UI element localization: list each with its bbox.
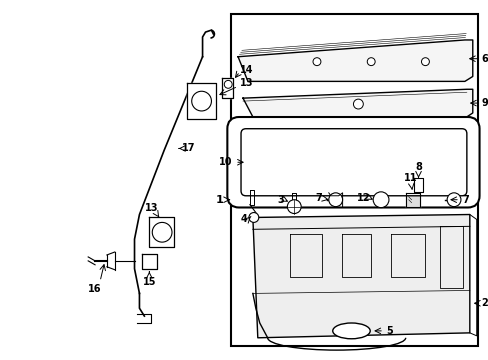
Circle shape [353, 99, 363, 109]
Polygon shape [405, 193, 419, 207]
Ellipse shape [332, 323, 369, 339]
Polygon shape [149, 217, 174, 247]
Text: 17: 17 [182, 143, 195, 153]
Text: 13: 13 [240, 78, 253, 88]
Text: 4: 4 [240, 215, 246, 224]
Circle shape [191, 91, 211, 111]
FancyBboxPatch shape [241, 129, 466, 196]
Text: 11: 11 [403, 173, 417, 183]
Text: 13: 13 [144, 203, 158, 212]
Polygon shape [142, 254, 157, 269]
Polygon shape [238, 40, 472, 81]
Polygon shape [252, 215, 469, 338]
FancyBboxPatch shape [231, 121, 475, 204]
Text: 14: 14 [240, 64, 253, 75]
Text: 5: 5 [385, 326, 392, 336]
Text: 3: 3 [277, 195, 284, 205]
Circle shape [287, 200, 301, 213]
Circle shape [421, 58, 428, 66]
Circle shape [446, 193, 460, 207]
Text: 12: 12 [356, 193, 369, 203]
Polygon shape [243, 89, 472, 117]
Polygon shape [413, 178, 423, 192]
Circle shape [224, 80, 232, 88]
Text: 2: 2 [481, 298, 488, 308]
Bar [231, 14, 477, 346]
Circle shape [372, 192, 388, 208]
Circle shape [248, 212, 258, 222]
Polygon shape [186, 84, 216, 119]
FancyBboxPatch shape [231, 121, 475, 204]
Circle shape [312, 58, 320, 66]
Circle shape [328, 193, 342, 207]
Text: 8: 8 [414, 162, 421, 172]
Text: 1: 1 [215, 195, 223, 205]
Text: 7: 7 [461, 195, 468, 205]
Polygon shape [222, 78, 233, 98]
Text: 7: 7 [314, 193, 321, 203]
Text: 10: 10 [218, 157, 232, 167]
Circle shape [366, 58, 374, 66]
Text: 6: 6 [481, 54, 488, 64]
Circle shape [152, 222, 172, 242]
Text: 15: 15 [142, 276, 156, 287]
Text: 9: 9 [481, 98, 488, 108]
Text: 16: 16 [88, 284, 102, 293]
